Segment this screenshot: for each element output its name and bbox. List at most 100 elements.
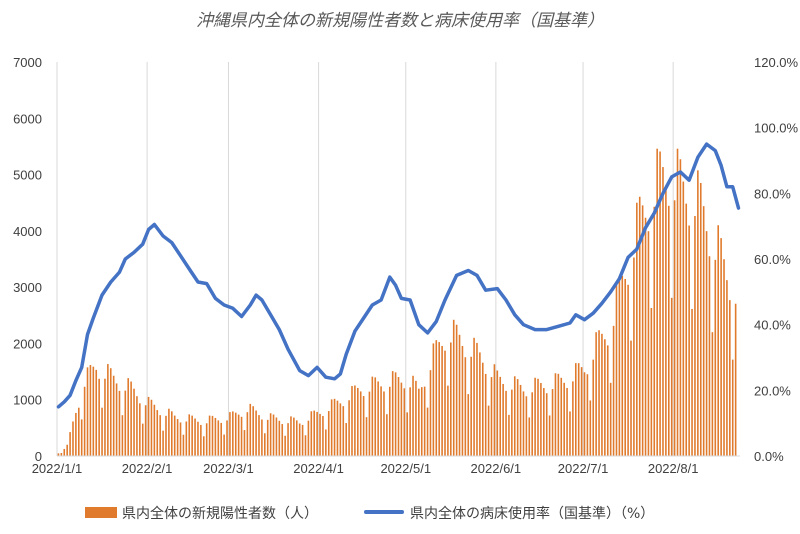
bar bbox=[676, 148, 679, 456]
x-tick-label: 2022/7/1 bbox=[558, 461, 609, 476]
line-point bbox=[354, 330, 356, 333]
line-point bbox=[426, 332, 429, 334]
line-point bbox=[232, 307, 234, 310]
bar bbox=[452, 319, 455, 456]
bar bbox=[577, 363, 580, 456]
line-point bbox=[467, 269, 470, 272]
bar bbox=[560, 377, 563, 456]
line-point bbox=[261, 299, 263, 301]
bar bbox=[418, 388, 420, 456]
line-point bbox=[444, 299, 446, 301]
bar bbox=[150, 399, 153, 456]
line-point bbox=[662, 192, 664, 195]
bar bbox=[165, 415, 167, 456]
bar bbox=[214, 417, 217, 456]
line-point bbox=[737, 207, 740, 209]
line-point bbox=[223, 304, 225, 306]
bar bbox=[426, 407, 429, 456]
line-point bbox=[188, 268, 191, 270]
line-point bbox=[400, 297, 403, 300]
bar bbox=[572, 381, 574, 456]
bar bbox=[534, 377, 536, 456]
bar bbox=[412, 375, 414, 456]
line-point bbox=[162, 235, 164, 237]
bar bbox=[313, 410, 316, 456]
bar bbox=[182, 434, 185, 456]
bar bbox=[255, 410, 257, 456]
bar bbox=[467, 394, 470, 456]
bar bbox=[531, 392, 533, 456]
bar bbox=[359, 391, 362, 456]
line-point bbox=[679, 171, 682, 173]
bar bbox=[252, 406, 254, 456]
bar bbox=[720, 238, 722, 456]
bar bbox=[484, 373, 487, 456]
bar bbox=[118, 390, 121, 456]
line-point bbox=[325, 376, 327, 379]
bar bbox=[513, 376, 516, 456]
bar bbox=[606, 345, 609, 456]
bar bbox=[234, 412, 237, 456]
bar-series bbox=[57, 148, 737, 457]
bar bbox=[171, 411, 173, 456]
line-point bbox=[118, 271, 121, 273]
line-point bbox=[705, 143, 708, 145]
bar bbox=[586, 374, 589, 456]
bar bbox=[638, 196, 641, 457]
bar bbox=[147, 396, 150, 456]
bar bbox=[415, 380, 417, 456]
bar bbox=[348, 400, 350, 456]
bar bbox=[354, 385, 356, 456]
bar bbox=[598, 330, 600, 456]
bar bbox=[481, 362, 484, 456]
bar bbox=[731, 359, 734, 456]
bar bbox=[441, 345, 443, 456]
bar bbox=[139, 403, 141, 456]
line-point bbox=[147, 228, 150, 231]
bar bbox=[295, 420, 298, 456]
bar bbox=[627, 284, 629, 456]
bar bbox=[293, 417, 295, 456]
line-point bbox=[557, 325, 560, 328]
x-tick-label: 2022/1/1 bbox=[32, 461, 83, 476]
bar bbox=[197, 421, 199, 456]
bar bbox=[662, 167, 664, 457]
line-point bbox=[371, 304, 374, 306]
bar bbox=[444, 350, 446, 456]
line-point bbox=[484, 289, 487, 291]
bar bbox=[130, 381, 132, 456]
bar bbox=[208, 415, 211, 456]
bar bbox=[202, 436, 205, 456]
bar bbox=[697, 170, 699, 456]
bar bbox=[377, 381, 379, 456]
line-point bbox=[63, 401, 66, 403]
line-point bbox=[380, 299, 382, 301]
x-tick-label: 2022/4/1 bbox=[293, 461, 344, 476]
bar bbox=[226, 420, 228, 456]
line-point bbox=[505, 299, 507, 301]
bar bbox=[545, 393, 548, 456]
left-tick-label: 7000 bbox=[13, 55, 42, 70]
line-point bbox=[697, 156, 699, 159]
bar bbox=[519, 384, 522, 456]
bar bbox=[438, 342, 440, 456]
bar bbox=[609, 382, 612, 456]
bar bbox=[86, 367, 89, 456]
bar bbox=[702, 206, 705, 456]
bar bbox=[479, 352, 481, 456]
bar bbox=[69, 432, 71, 456]
line-point bbox=[92, 317, 95, 319]
bar bbox=[60, 452, 63, 456]
bar bbox=[246, 412, 249, 456]
line-point bbox=[476, 274, 478, 277]
line-point bbox=[583, 318, 586, 321]
bar bbox=[133, 388, 135, 456]
bar bbox=[525, 396, 528, 456]
bar bbox=[554, 373, 557, 456]
left-tick-label: 1000 bbox=[13, 393, 42, 408]
line-point bbox=[269, 314, 272, 316]
bar bbox=[57, 453, 60, 456]
bar bbox=[388, 386, 391, 456]
left-tick-label: 3000 bbox=[13, 280, 42, 295]
left-tick-label: 4000 bbox=[13, 224, 42, 239]
